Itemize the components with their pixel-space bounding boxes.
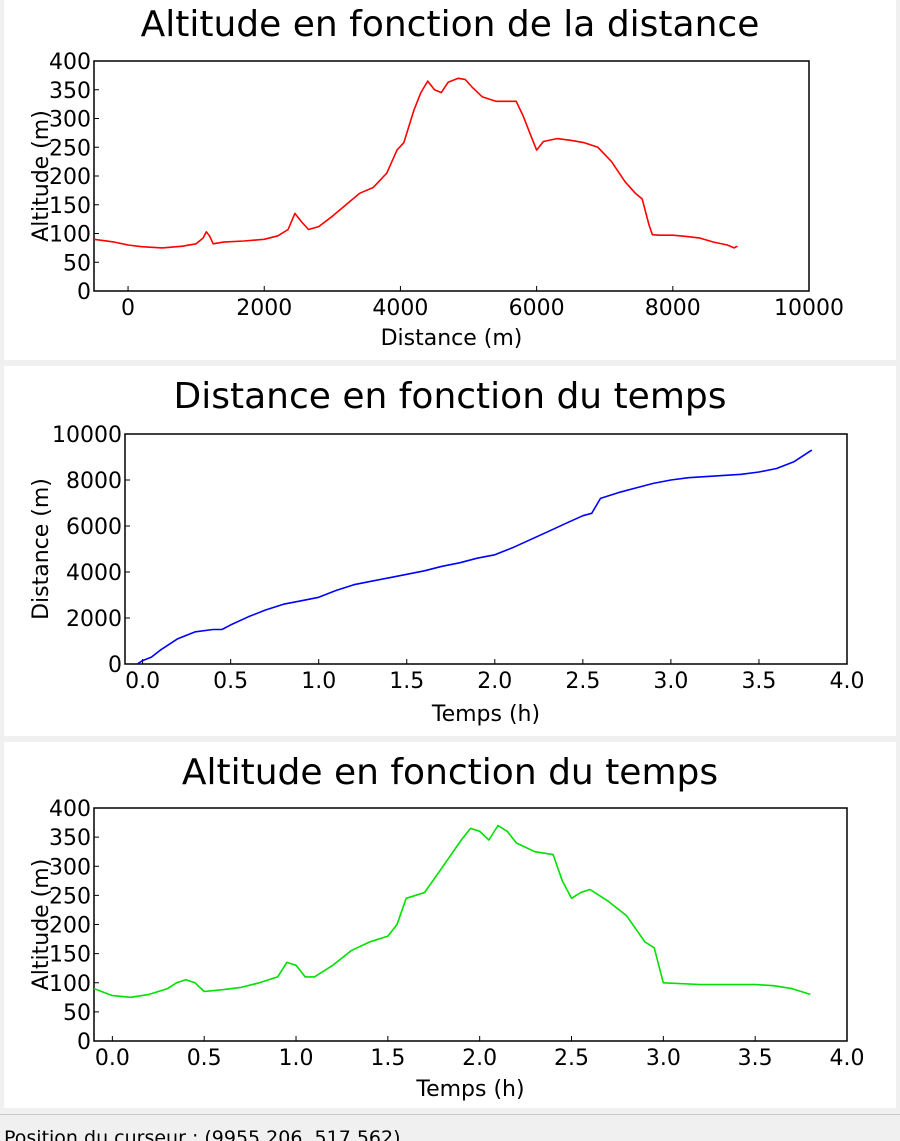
x-tick-label: 1.0 [301, 669, 336, 694]
y-tick-label: 150 [49, 943, 91, 968]
x-tick-label: 1.5 [370, 1046, 405, 1071]
chart-panel-altitude-time: Altitude en fonction du temps 0.0 0.5 1.0 1.… [4, 742, 896, 1108]
y-tick-label: 100 [49, 972, 91, 997]
y-tick-label: 300 [49, 108, 91, 133]
x-tick-label: 2.0 [462, 1046, 497, 1071]
x-tick-label: 0.5 [213, 669, 248, 694]
y-tick-label: 2000 [66, 607, 122, 632]
y-axis-label: Altitude (m) [29, 110, 54, 242]
y-tick-label: 350 [49, 826, 91, 851]
y-tick-label: 8000 [66, 469, 122, 494]
chart-altitude-vs-time: Altitude en fonction du temps 0.0 0.5 1.0 1.… [29, 752, 865, 1102]
y-tick-label: 300 [49, 855, 91, 880]
cursor-position-label: Position du curseur : (9955.206, 517.562… [4, 1127, 401, 1141]
x-tick-label: 4000 [372, 296, 428, 321]
x-axis-label: Temps (h) [431, 702, 540, 727]
y-tick-label: 6000 [66, 515, 122, 540]
x-axis-label: Distance (m) [381, 326, 523, 351]
chart-title: Altitude en fonction du temps [182, 752, 718, 793]
y-tick-label: 200 [49, 165, 91, 190]
y-axis-label: Distance (m) [29, 478, 54, 620]
chart-distance-vs-time: Distance en fonction du temps 0.0 0.5 1.0 1.… [29, 376, 865, 727]
y-tick-label: 100 [49, 223, 91, 248]
x-tick-label: 2000 [236, 296, 292, 321]
x-tick-label: 0 [121, 296, 135, 321]
x-tick-label: 4.0 [830, 1046, 865, 1071]
x-tick-label: 1.5 [389, 669, 424, 694]
x-tick-label: 0.0 [95, 1046, 130, 1071]
y-tick-label: 350 [49, 79, 91, 104]
y-tick-label: 200 [49, 914, 91, 939]
x-tick-label: 10000 [774, 296, 844, 321]
chart-panel-altitude-distance: Altitude en fonction de la distance 0 2000… [4, 0, 896, 360]
data-series-line [136, 449, 813, 665]
x-tick-label: 6000 [509, 296, 565, 321]
y-tick-label: 10000 [52, 423, 122, 448]
plot-area-frame [124, 433, 848, 665]
status-bar: Position du curseur : (9955.206, 517.562… [0, 1114, 900, 1141]
y-tick-label: 250 [49, 136, 91, 161]
x-tick-label: 2.5 [565, 669, 600, 694]
x-tick-label: 2.5 [554, 1046, 589, 1071]
x-tick-label: 3.0 [646, 1046, 681, 1071]
y-tick-label: 250 [49, 884, 91, 909]
x-axis-label: Temps (h) [415, 1077, 524, 1102]
x-tick-label: 3.5 [741, 669, 776, 694]
x-tick-label: 0.5 [187, 1046, 222, 1071]
chart-title: Distance en fonction du temps [173, 376, 726, 417]
chart-panel-distance-time: Distance en fonction du temps 0.0 0.5 1.0 1.… [4, 366, 896, 736]
plot-area-frame [93, 807, 848, 1042]
y-tick-label: 4000 [66, 561, 122, 586]
y-tick-label: 0 [77, 280, 91, 305]
x-tick-label: 2.0 [477, 669, 512, 694]
data-series-line [93, 77, 738, 249]
y-tick-label: 50 [63, 1001, 91, 1026]
y-tick-label: 0 [77, 1030, 91, 1055]
x-tick-label: 0.0 [125, 669, 160, 694]
y-tick-label: 400 [49, 797, 91, 822]
x-tick-label: 4.0 [830, 669, 865, 694]
plot-area-frame [93, 60, 810, 292]
x-tick-label: 8000 [645, 296, 701, 321]
y-axis-label: Altitude (m) [29, 859, 54, 991]
x-tick-label: 1.0 [279, 1046, 314, 1071]
chart-title: Altitude en fonction de la distance [141, 4, 760, 45]
y-tick-label: 0 [108, 653, 122, 678]
x-tick-label: 3.0 [653, 669, 688, 694]
x-tick-label: 3.5 [738, 1046, 773, 1071]
y-tick-label: 50 [63, 251, 91, 276]
y-tick-label: 150 [49, 194, 91, 219]
data-series-line [93, 824, 811, 999]
y-tick-label: 400 [49, 50, 91, 75]
